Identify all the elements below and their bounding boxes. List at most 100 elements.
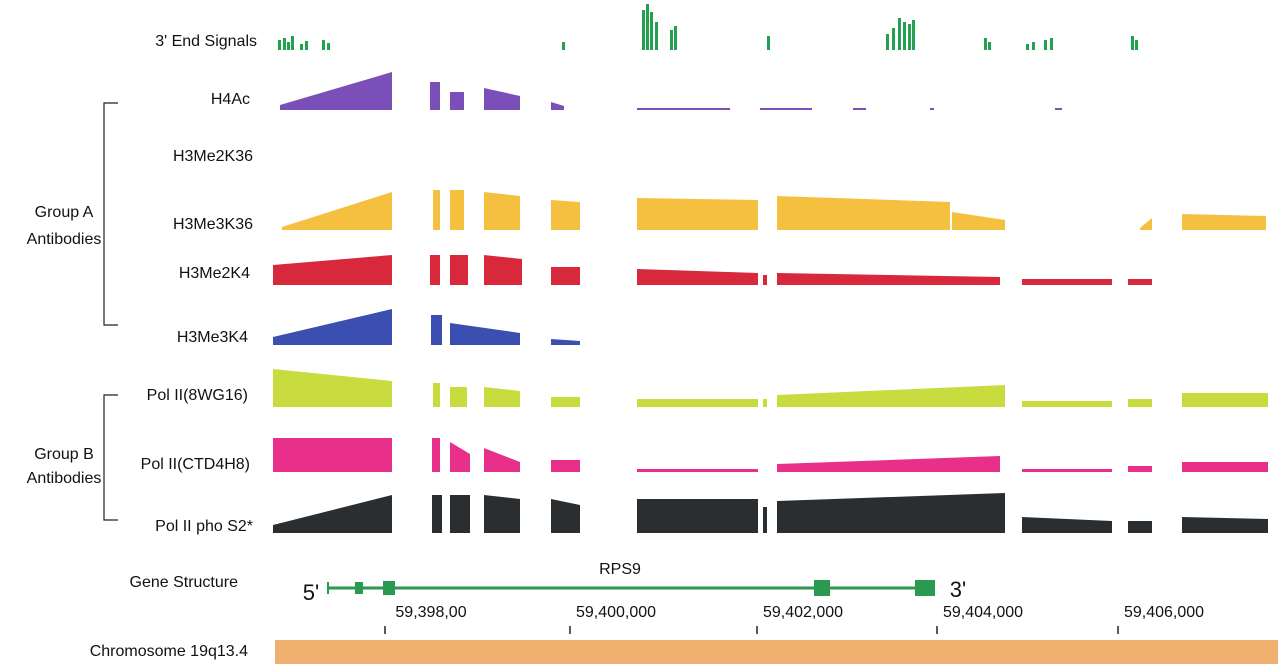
signal [763, 507, 767, 533]
track-label: Pol II(8WG16) [147, 387, 248, 404]
signal [760, 108, 812, 110]
end-signal [287, 42, 290, 50]
track-label: H3Me3K4 [177, 329, 248, 346]
group-label: Antibodies [27, 470, 102, 487]
chromosome-label: Chromosome 19q13.4 [90, 643, 248, 660]
signal [273, 495, 392, 533]
track-label: H4Ac [211, 91, 250, 108]
signal [1140, 218, 1152, 230]
signal [1128, 399, 1152, 407]
signal [282, 192, 392, 230]
end-signal [903, 22, 906, 50]
end-signal [1044, 40, 1047, 50]
signal [637, 399, 758, 407]
end-signal [646, 4, 649, 50]
signal [1022, 279, 1112, 285]
exon [915, 580, 935, 596]
signal [763, 399, 767, 407]
track-label: 3' End Signals [155, 33, 257, 50]
end-signal [898, 18, 901, 50]
end-signal [892, 28, 895, 50]
signal [1022, 517, 1112, 533]
signal [551, 339, 580, 345]
signal [551, 460, 580, 472]
signal [432, 438, 440, 472]
end-signal [912, 20, 915, 50]
signal [637, 269, 758, 285]
signal [430, 82, 440, 110]
end-signal [562, 42, 565, 50]
signal [551, 200, 580, 230]
group-bracket [103, 394, 118, 521]
signal [450, 92, 464, 110]
three-prime: 3' [950, 577, 966, 602]
signal [450, 190, 464, 230]
end-signal [291, 36, 294, 50]
end-signal [767, 36, 770, 50]
signal [432, 495, 442, 533]
end-signal [278, 40, 281, 50]
axis-tick-label: 59,400,000 [576, 604, 656, 621]
axis-tick-label: 59,398,00 [395, 604, 466, 621]
end-signal [1131, 36, 1134, 50]
signal [853, 108, 866, 110]
signal [551, 102, 564, 110]
end-signal [670, 30, 673, 50]
signal [1022, 401, 1112, 407]
signal [777, 196, 950, 230]
track-label: H3Me3K36 [173, 216, 253, 233]
end-signal [650, 12, 653, 50]
axis-tick-label: 59,404,000 [943, 604, 1023, 621]
signal [1182, 393, 1268, 407]
signal [1128, 279, 1152, 285]
group-label: Group B [34, 446, 94, 463]
group-label: Group A [35, 204, 94, 221]
track-label: Pol II pho S2* [155, 518, 253, 535]
signal [637, 198, 758, 230]
signal [450, 495, 470, 533]
exon [383, 581, 395, 595]
end-signal [327, 43, 330, 50]
end-signal [283, 38, 286, 50]
signal [450, 387, 467, 407]
signal [551, 499, 580, 533]
signal [1182, 462, 1268, 472]
end-signal [655, 22, 658, 50]
signal [484, 387, 520, 407]
signal [637, 499, 758, 533]
end-signal [988, 42, 991, 50]
signal [484, 448, 520, 472]
signal [273, 438, 392, 472]
signal [450, 255, 468, 285]
group-bracket [103, 102, 118, 326]
gene-name: RPS9 [599, 561, 641, 578]
track-label: H3Me2K36 [173, 148, 253, 165]
end-signal [1032, 42, 1035, 50]
track-label: H3Me2K4 [179, 265, 250, 282]
group-label: Antibodies [27, 231, 102, 248]
end-signal [1050, 38, 1053, 50]
signal [273, 369, 392, 407]
signal [777, 493, 1005, 533]
end-signal [1026, 44, 1029, 50]
signal [637, 469, 758, 472]
signal [637, 108, 730, 110]
signal [551, 267, 580, 285]
end-signal [908, 24, 911, 50]
signal [484, 192, 520, 230]
signal [450, 323, 520, 345]
signal [1055, 108, 1062, 110]
signal [280, 72, 392, 110]
signal [777, 273, 1000, 285]
end-signal [642, 10, 645, 50]
signal [273, 309, 392, 345]
signal [273, 255, 392, 285]
signal [551, 397, 580, 407]
end-signal [322, 40, 325, 50]
five-prime: 5' [303, 580, 319, 605]
exon [814, 580, 830, 596]
gene-label: Gene Structure [130, 574, 239, 591]
signal [777, 385, 1005, 407]
